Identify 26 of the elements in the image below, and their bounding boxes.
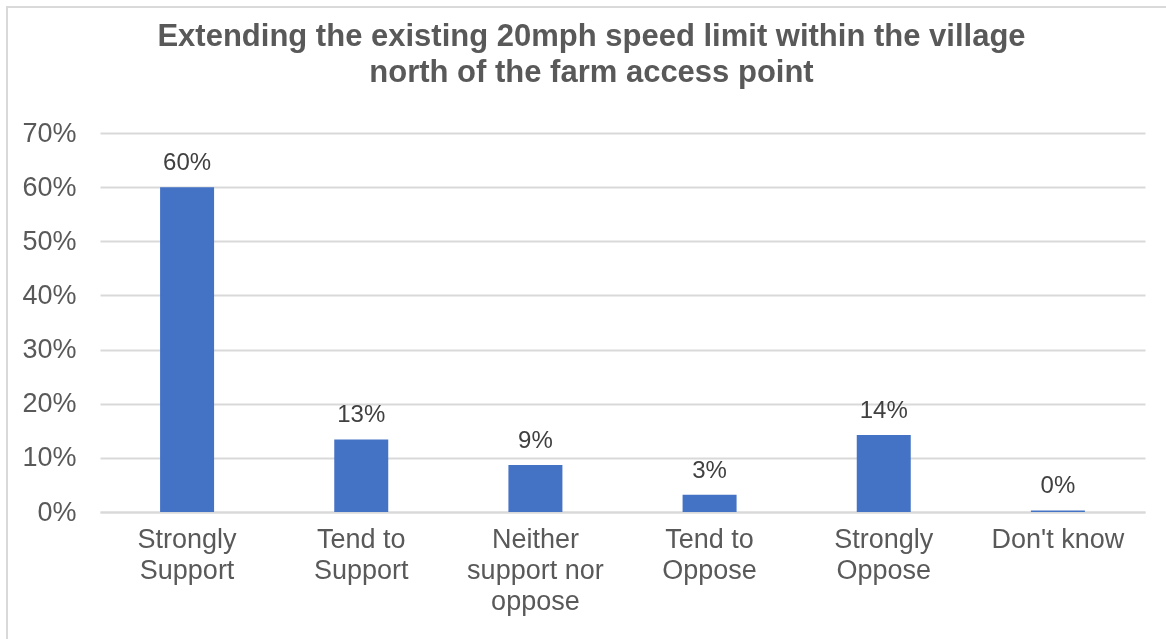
y-tick-label: 40% bbox=[22, 279, 77, 310]
data-label: 14% bbox=[859, 396, 908, 424]
y-tick-label: 10% bbox=[22, 442, 77, 473]
data-label: 60% bbox=[163, 148, 212, 176]
bar bbox=[334, 439, 389, 512]
data-label: 13% bbox=[337, 400, 386, 428]
y-tick-label: 50% bbox=[22, 225, 77, 256]
x-tick-label: Don't know bbox=[991, 523, 1125, 554]
y-tick-label: 0% bbox=[37, 496, 77, 527]
bar bbox=[508, 464, 563, 512]
bar bbox=[160, 187, 215, 512]
data-label: 3% bbox=[692, 455, 727, 483]
x-tick-label: Strongly Oppose bbox=[834, 523, 934, 585]
chart-title: Extending the existing 20mph speed limit within the village north of the farm access point bbox=[157, 18, 1026, 89]
bar bbox=[856, 435, 911, 512]
data-label: 0% bbox=[1040, 471, 1076, 499]
x-tick-label: Neither support nor oppose bbox=[467, 523, 604, 616]
y-tick-label: 70% bbox=[22, 117, 77, 148]
bar bbox=[682, 494, 737, 512]
y-tick-label: 30% bbox=[22, 334, 77, 365]
y-tick-label: 20% bbox=[22, 388, 77, 419]
x-tick-label: Tend to Oppose bbox=[662, 523, 757, 585]
x-tick-label: Tend to Support bbox=[313, 523, 410, 585]
y-tick-label: 60% bbox=[22, 171, 77, 202]
x-tick-label: Strongly Support bbox=[137, 523, 238, 585]
data-label: 9% bbox=[518, 425, 553, 453]
